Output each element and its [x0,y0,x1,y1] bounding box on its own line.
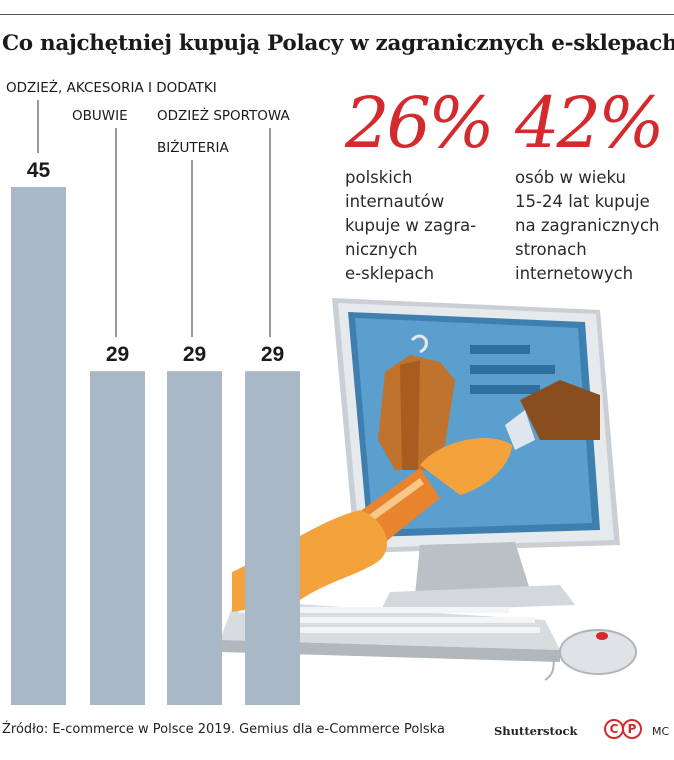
stat-42-percent: 42% osób w wieku 15-24 lat kupuje na zag… [515,82,665,286]
computer-illustration [220,298,637,681]
stat-value: 26% [345,82,495,164]
bar-1 [11,187,66,705]
bar-2 [90,371,145,705]
author-initials: MC [652,725,670,738]
stat-26-percent: 26% polskich internautów kupuje w zagra-… [345,82,495,286]
stat-line: 15-24 lat kupuje [515,192,650,211]
stat-description: polskich internautów kupuje w zagra- nic… [345,166,492,286]
image-credit: Shutterstock [494,724,578,738]
bar-3 [167,371,222,705]
category-label: ODZIEŻ, AKCESORIA I DODATKI [6,78,217,96]
stat-line: internetowych [515,264,634,283]
bar-value-label: 29 [261,343,284,366]
top-rule [0,14,674,15]
stat-line: na zagranicznych [515,216,660,235]
bar-value-label: 29 [106,343,129,366]
bar-value-label: 45 [27,159,51,182]
source-note: Źródło: E-commerce w Polsce 2019. Gemius… [2,722,445,737]
category-label: ODZIEŻ SPORTOWA [157,106,291,124]
chart-title: Co najchętniej kupują Polacy w zagranicz… [2,31,674,56]
stat-value: 42% [515,82,665,164]
copyright-c-icon: C [604,719,624,739]
bar-4 [245,371,300,705]
stat-line: kupuje w zagra- [345,216,477,235]
stat-line: e-sklepach [345,264,435,283]
stat-line: nicznych [345,240,418,259]
stat-line: polskich [345,168,413,187]
bar-group: 45 ODZIEŻ, AKCESORIA I DODATKI 29 OBUWIE 29 B… [6,78,300,705]
copyright-p-icon: P [622,719,642,739]
stat-line: osób w wieku [515,168,626,187]
category-label: OBUWIE [72,108,128,124]
stat-line: internautów [345,192,445,211]
stat-description: osób w wieku 15-24 lat kupuje na zagrani… [515,166,662,286]
category-label: BIŻUTERIA [157,138,230,156]
stat-line: stronach [515,240,587,259]
bar-value-label: 29 [183,343,206,366]
